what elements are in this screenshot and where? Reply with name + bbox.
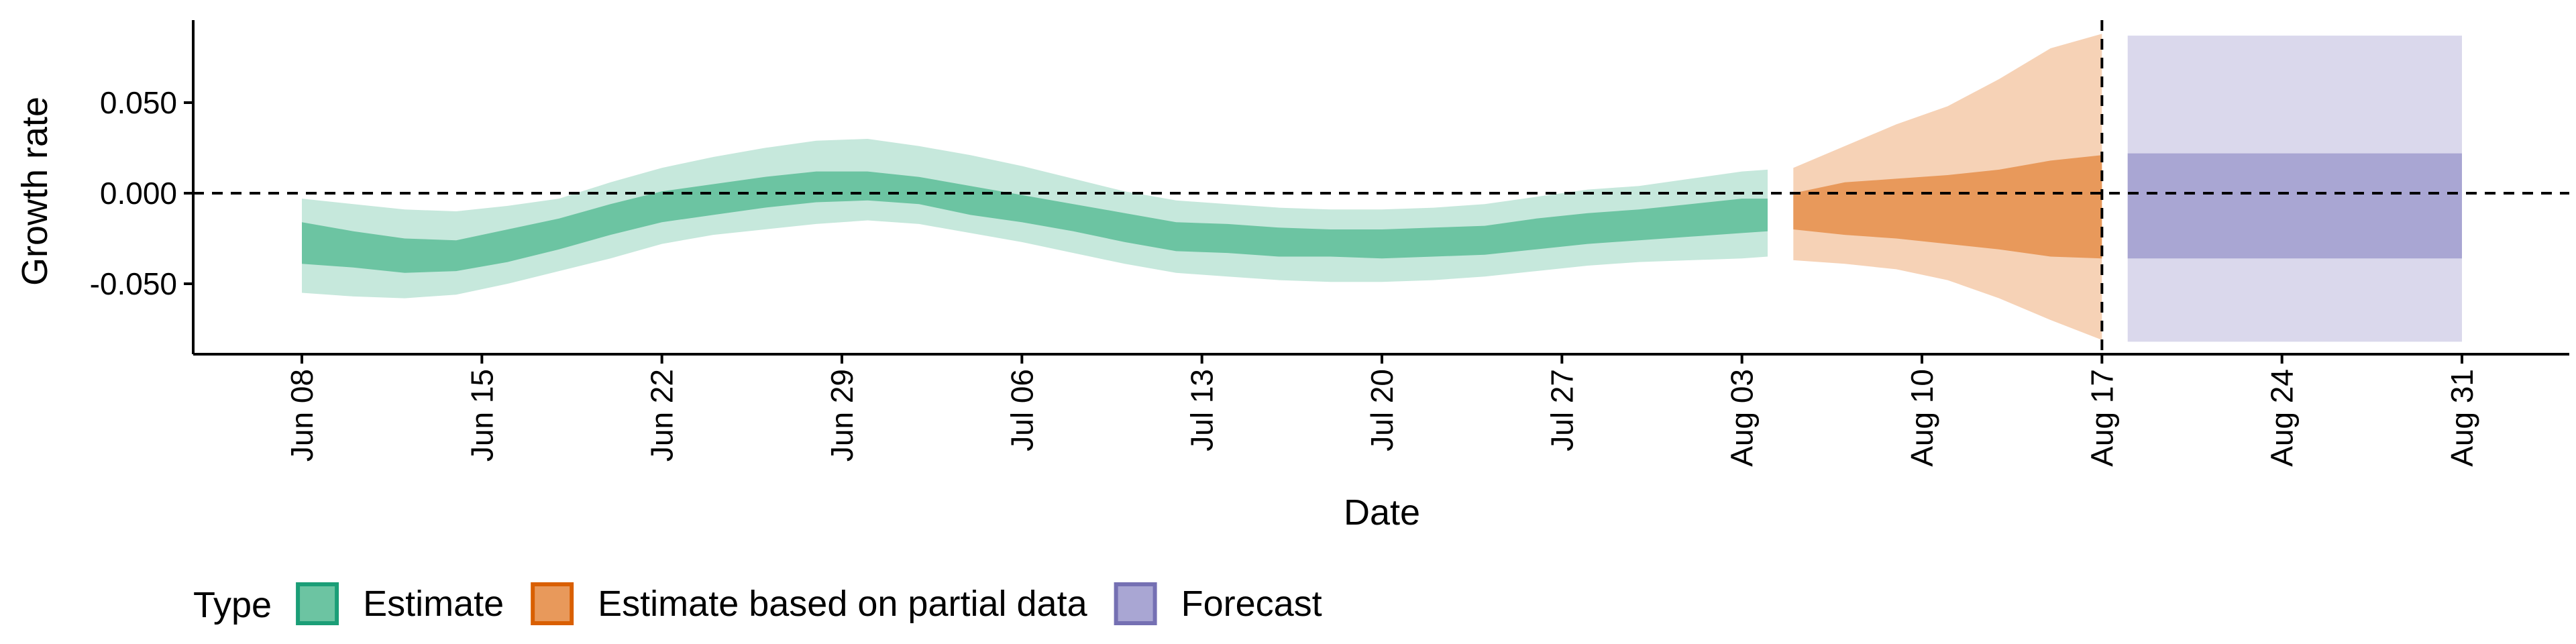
legend-label-0: Estimate (363, 584, 504, 624)
y-tick-label-2: -0.050 (90, 266, 177, 301)
x-tick-label-6: Jul 20 (1364, 369, 1399, 451)
y-tick-label-0: 0.050 (100, 85, 177, 120)
band-inner-0 (302, 171, 1768, 273)
y-axis-title: Growth rate (15, 97, 55, 286)
x-tick-label-8: Aug 03 (1725, 369, 1760, 467)
legend-label-1: Estimate based on partial data (598, 584, 1087, 624)
x-ticks: Jun 08 Jun 15 Jun 22 Jun 29 Jul 06 Jul 13 Jul … (284, 354, 2479, 467)
x-tick-label-4: Jul 06 (1004, 369, 1039, 451)
x-tick-label-11: Aug 24 (2265, 369, 2300, 467)
x-tick-label-7: Jul 27 (1544, 369, 1579, 451)
legend-swatch-1 (531, 582, 574, 625)
x-tick-label-10: Aug 17 (2084, 369, 2119, 467)
x-axis-title: Date (1344, 492, 1420, 533)
x-tick-label-3: Jun 29 (824, 369, 859, 462)
plot-bands (302, 34, 2462, 342)
x-tick-label-1: Jun 15 (464, 369, 499, 462)
band-inner-1 (1793, 155, 2102, 259)
band-inner-2 (2127, 153, 2462, 259)
x-tick-label-2: Jun 22 (645, 369, 680, 462)
x-tick-label-5: Jul 13 (1185, 369, 1220, 451)
y-ticks: 0.050 0.000 -0.050 (90, 85, 193, 301)
x-tick-label-12: Aug 31 (2445, 369, 2479, 467)
legend-label-2: Forecast (1181, 584, 1322, 624)
y-tick-label-1: 0.000 (100, 176, 177, 211)
x-tick-label-0: Jun 08 (284, 369, 319, 462)
legend-title: Type (193, 585, 272, 625)
x-tick-label-9: Aug 10 (1904, 369, 1939, 467)
reference-lines (193, 20, 2569, 354)
legend: Type Estimate Estimate based on partial d… (193, 582, 1322, 625)
legend-swatch-0 (296, 582, 339, 625)
legend-swatch-2 (1114, 582, 1157, 625)
